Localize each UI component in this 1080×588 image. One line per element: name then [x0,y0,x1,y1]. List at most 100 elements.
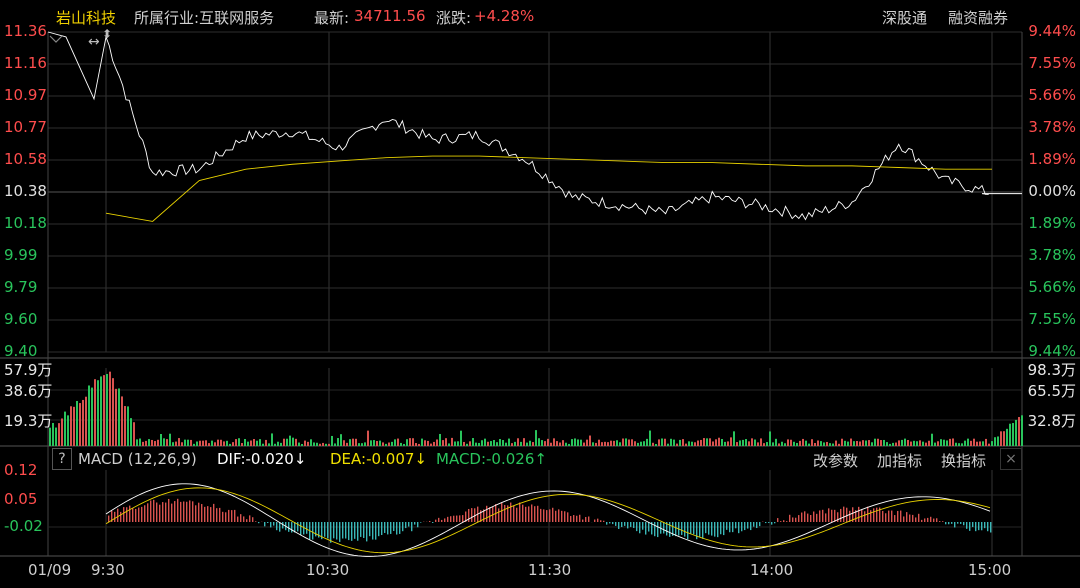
macd-bar [873,508,875,522]
volume-bar [835,440,837,446]
volume-bar [106,373,108,446]
switch-indicator-button[interactable]: 换指标 [941,452,987,470]
macd-bar [708,522,710,535]
volume-bar [748,441,750,446]
volume-bar [133,422,135,446]
macd-bar [981,522,983,531]
macd-bar [327,522,329,539]
volume-tick-right: 32.8万 [1027,412,1076,430]
price-tick: 9.79 [4,278,38,296]
volume-bar [619,442,621,446]
volume-bar [679,439,681,446]
macd-bar [240,514,242,522]
volume-bar [64,411,66,446]
macd-bar [264,522,266,527]
percent-tick: 3.78% [1028,118,1076,136]
macd-bar [711,522,713,536]
macd-bar [681,522,683,535]
volume-bar [871,442,873,446]
macd-bar [534,506,536,522]
macd-bar [714,522,716,537]
macd-bar [822,509,824,522]
macd-title[interactable]: MACD (12,26,9) [78,450,197,468]
stock-name[interactable]: 岩山科技 [56,9,117,27]
macd-bar [225,512,227,522]
dif-line [105,483,991,557]
volume-bar [904,438,906,446]
volume-bar [892,442,894,446]
macd-bar [687,522,689,540]
close-icon[interactable]: × [1000,448,1022,470]
macd-bar [144,505,146,522]
volume-bar [508,438,510,446]
volume-bar [322,442,324,446]
macd-bar [987,522,989,532]
volume-bar [859,441,861,446]
macd-bar [213,503,215,522]
volume-bar [592,442,594,446]
industry-value[interactable]: 互联网服务 [199,9,275,27]
volume-bar [706,438,708,446]
percent-tick: 1.89% [1028,214,1076,232]
macd-bar [891,510,893,522]
volume-bar [844,440,846,446]
macd-bar [141,506,143,522]
macd-bar [189,500,191,522]
margin-trading-button[interactable]: 融资融券 [948,9,1009,27]
macd-bar [330,522,332,543]
volume-bar [97,380,99,446]
volume-bar [373,440,375,446]
price-tick: 9.60 [4,310,38,328]
volume-bar [445,438,447,446]
volume-bar [865,440,867,446]
volume-bar [238,438,240,446]
macd-bar [150,500,152,522]
macd-bar [564,511,566,522]
macd-bar [117,508,119,522]
macd-bar [810,515,812,522]
shenzhen-connect-button[interactable]: 深股通 [882,9,928,27]
macd-bar [522,504,524,522]
change-params-button[interactable]: 改参数 [813,452,859,470]
volume-bar [556,441,558,446]
volume-bar [70,406,72,446]
macd-bar [585,516,587,522]
macd-bar [123,507,125,522]
volume-bar [466,443,468,446]
volume-bar [427,440,429,446]
price-tick: 10.38 [4,182,47,200]
price-series [47,31,1022,222]
volume-bar [94,379,96,446]
volume-bar [703,438,705,446]
volume-bar [931,433,933,446]
price-tick: 9.99 [4,246,38,264]
percent-tick: 0.00% [1028,182,1076,200]
macd-bar [321,522,323,540]
volume-bar [175,441,177,446]
macd-bar [732,522,734,533]
volume-bar [829,443,831,446]
volume-bar [982,441,984,446]
volume-bar [184,439,186,446]
help-icon[interactable]: ? [52,448,72,470]
add-indicator-button[interactable]: 加指标 [877,452,923,470]
macd-bar [630,522,632,527]
macd-bar [609,522,611,524]
macd-bar [765,522,767,524]
volume-bar [190,439,192,446]
macd-bar [180,501,182,522]
macd-bar [354,522,356,539]
volume-bar [109,371,111,446]
macd-bar [846,507,848,522]
macd-bar [912,514,914,522]
macd-bar [231,510,233,522]
crosshair-icons: ↔ ⬍ [49,27,112,50]
macd-bar [333,522,335,539]
volume-bar [172,442,174,446]
volume-bar [973,438,975,446]
volume-bar [763,443,765,446]
macd-bar [282,522,284,529]
volume-bar [775,438,777,446]
volume-bar [403,443,405,446]
